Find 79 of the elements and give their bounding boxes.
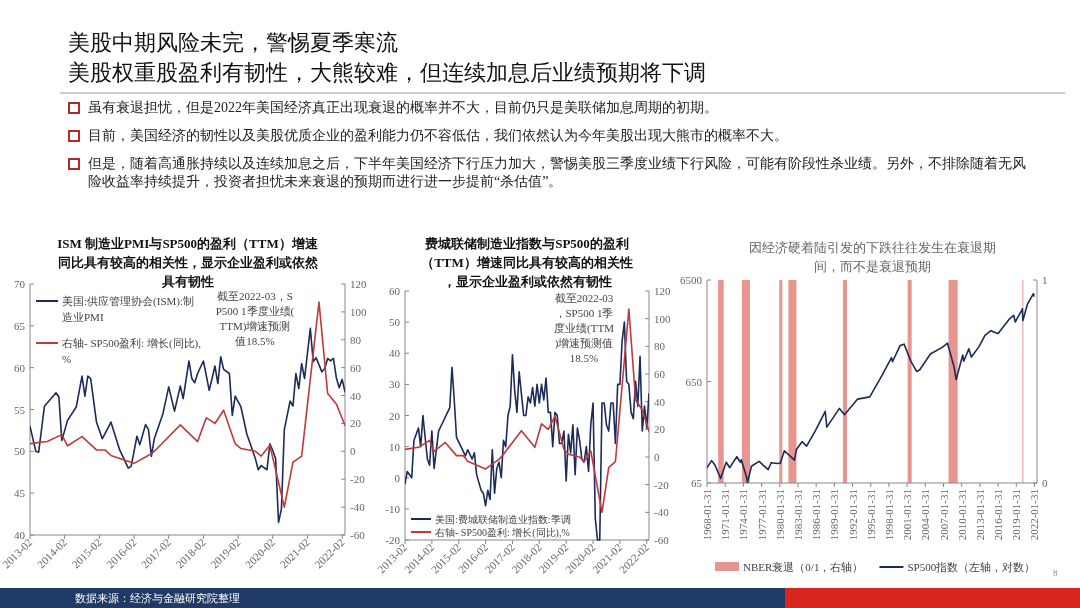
y-tick-label: -20 — [385, 534, 401, 546]
y2-tick-label: -60 — [350, 529, 366, 541]
x-tick-label: 1992-01-31 — [846, 489, 859, 541]
text: 但是，随着高通胀持续以及连续加息之后，下半年美国经济下行压力加大，警惕美股三季度业绩下行风险，可能有阶段性杀业绩。另外，不排除随着无风险收益率持续提升，投资者担忧未来衰退的预期而进行进一步提前“杀估值”。 — [88, 155, 1027, 191]
y2-tick-label: 40 — [350, 389, 362, 402]
y2-tick-label: -20 — [654, 478, 670, 491]
x-tick-label: 1980-01-31 — [773, 489, 786, 541]
chart-title: ISM 制造业PMI与SP500的盈利（TTM）增速同比具有较高的相关性，显示企业盈利或依然具有韧性 — [57, 236, 319, 289]
y-tick-label: 45 — [14, 487, 26, 500]
y-tick-label: 30 — [389, 378, 401, 391]
chart-title: 费城联储制造业指数与SP500的盈利（TTM）增速同比具有较高的相关性，显示企业盈利或依然有韧性 — [421, 236, 633, 289]
text: 美股中期风险未完，警惕夏季寒流 — [68, 29, 398, 57]
text: 虽有衰退担忧，但是2022年美国经济真正出现衰退的概率并不大，目前仍只是美联储加息周期的初期。 — [88, 99, 718, 117]
y2-tick-label: 20 — [350, 417, 362, 430]
y2-tick-label: 40 — [654, 395, 666, 408]
y-tick-label: 6500 — [680, 274, 703, 286]
y-tick-label: 70 — [14, 278, 26, 290]
x-tick-label: 2013-01-31 — [973, 489, 986, 541]
y2-tick-label: 120 — [350, 278, 367, 290]
legend-label: NBER衰退（0/1，右轴） — [743, 561, 864, 573]
y-tick-label: 650 — [685, 375, 703, 388]
y2-tick-label: 60 — [654, 368, 666, 380]
x-tick-label: 2004-01-31 — [919, 489, 932, 541]
x-tick-label: 1986-01-31 — [810, 489, 823, 541]
y2-tick-label: 20 — [654, 423, 666, 436]
annotation: 截至2022-03，SP500 1季度业绩(TTM)增速预测值18.5% — [554, 292, 615, 364]
y-tick-label: 50 — [389, 316, 401, 329]
y-tick-label: 60 — [14, 361, 26, 374]
x-tick-label: 1968-01-31 — [701, 489, 713, 541]
y2-tick-label: 0 — [350, 445, 356, 458]
text: 目前，美国经济的韧性以及美股优质企业的盈利能力仍不容低估，我们依然认为今年美股出现大熊市的概率不大。 — [88, 127, 788, 145]
x-tick-label: 2022-01-31 — [1028, 489, 1041, 541]
y-tick-label: 40 — [389, 347, 401, 360]
y2-tick-label: 120 — [654, 285, 671, 297]
x-tick-label: 1974-01-31 — [737, 489, 750, 541]
y2-tick-label: -40 — [350, 501, 366, 514]
y-tick-label: 40 — [14, 529, 26, 541]
y-tick-label: 65 — [14, 319, 26, 332]
y-tick-label: 20 — [389, 409, 401, 422]
x-tick-label: 2016-01-31 — [992, 489, 1005, 541]
y2-tick-label: 80 — [654, 340, 666, 353]
y2-tick-label: 60 — [350, 361, 362, 374]
x-tick-label: 1998-01-31 — [882, 489, 895, 541]
annotation: 截至2022-03，SP500 1季度业绩(TTM)增速预测值18.5% — [215, 290, 295, 347]
y-tick-label: 0 — [394, 471, 401, 484]
y-tick-label: 55 — [14, 403, 26, 416]
y2-tick-label: -20 — [350, 473, 366, 486]
legend-label: SP500指数（左轴，对数） — [907, 561, 1036, 573]
text: 美股权重股盈利有韧性，大熊较难，但连续加息后业绩预期将下调 — [68, 59, 706, 87]
legend-label: 美国:供应管理协会(ISM):制造业PMI — [62, 295, 194, 323]
x-tick-label: 2007-01-31 — [937, 489, 950, 541]
legend-label: 右轴- SP500盈利: 增长(同比),% — [435, 527, 570, 539]
y2-tick-label: 100 — [654, 312, 671, 325]
legend-label: 右轴- SP500盈利: 增长(同比),% — [62, 337, 202, 365]
chart-title: 因经济硬着陆引发的下跌往往发生在衰退期间，而不是衰退预期 — [748, 240, 996, 274]
source-note: 数据来源：经济与金融研究院整理 — [75, 592, 240, 604]
y-tick-label: 50 — [14, 445, 26, 458]
y-tick-label: -10 — [385, 502, 401, 515]
x-tick-label: 1989-01-31 — [828, 489, 841, 541]
y2-tick-label: 80 — [350, 333, 362, 346]
x-tick-label: 2001-01-31 — [901, 489, 914, 541]
y2-tick-label: -60 — [654, 534, 670, 546]
y2-tick-label: -40 — [654, 506, 670, 519]
y2-tick-label: 100 — [350, 305, 367, 318]
x-tick-label: 2019-01-31 — [1010, 489, 1023, 541]
y2-tick-label: 0 — [1042, 477, 1048, 489]
x-tick-label: 1977-01-31 — [755, 489, 768, 541]
x-tick-label: 1995-01-31 — [864, 489, 877, 541]
x-tick-label: 2010-01-31 — [955, 489, 968, 541]
line-series — [405, 308, 649, 514]
x-tick-label: 1971-01-31 — [719, 489, 732, 541]
legend-label: 美国:费城联储制造业指数:季调 — [435, 514, 571, 525]
y2-tick-label: 1 — [1042, 274, 1048, 286]
y2-tick-label: 0 — [654, 451, 660, 463]
text: 8 — [1053, 568, 1058, 578]
x-tick-label: 1983-01-31 — [791, 489, 804, 541]
y-tick-label: 10 — [389, 440, 401, 453]
y-tick-label: 60 — [389, 285, 401, 297]
y-tick-label: 65 — [691, 477, 703, 489]
